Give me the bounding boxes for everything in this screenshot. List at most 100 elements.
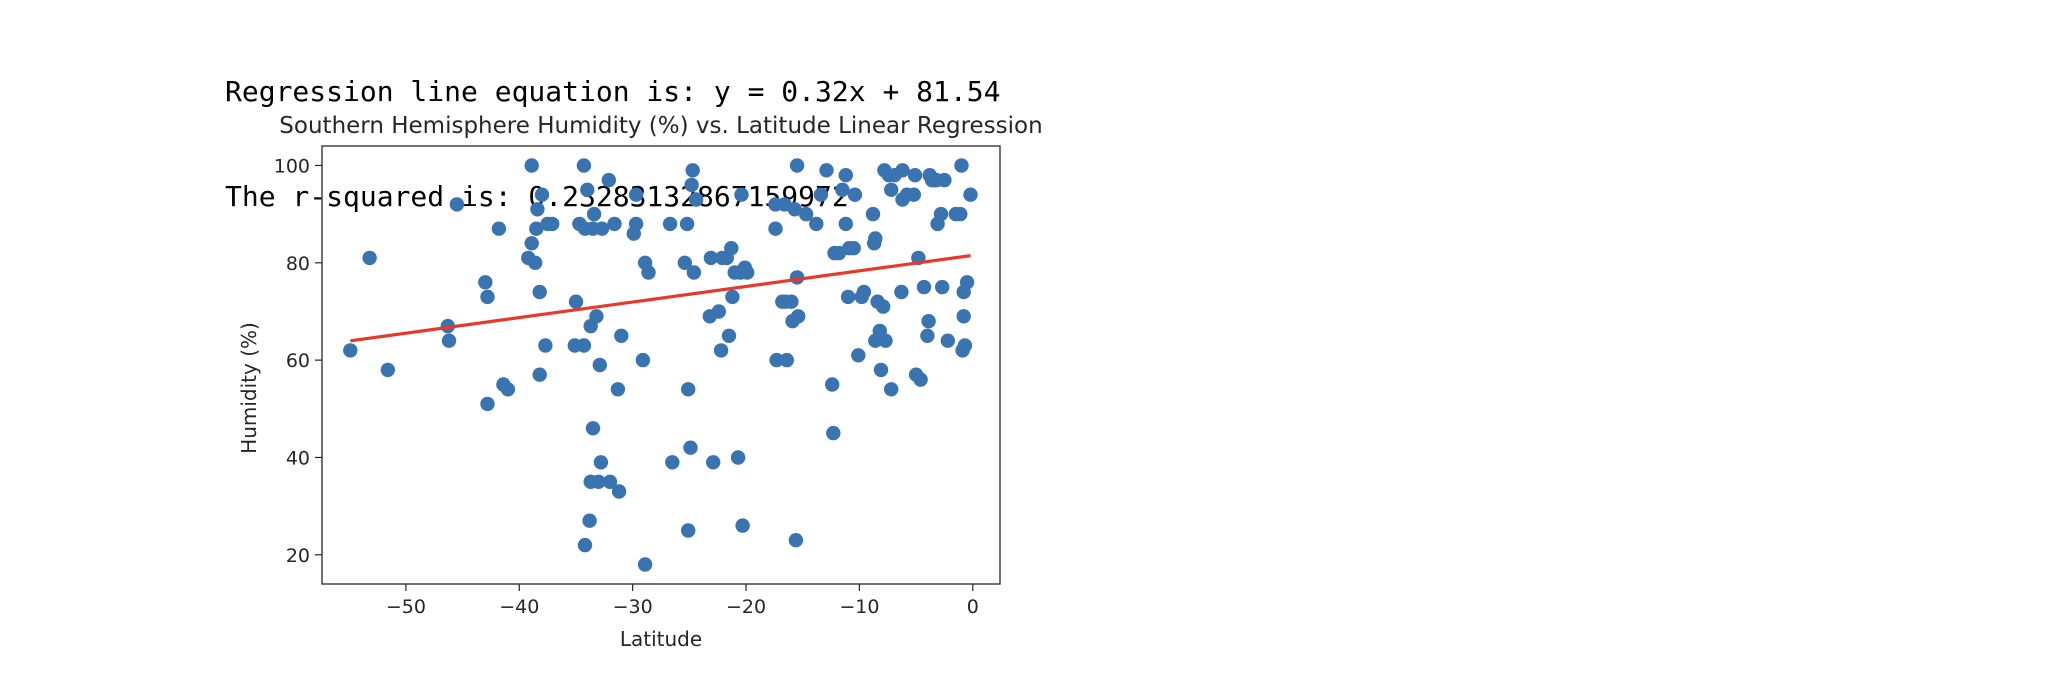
y-tick-label: 40 (286, 447, 310, 469)
data-point (809, 216, 824, 232)
data-point (906, 187, 921, 202)
data-point (894, 284, 909, 300)
data-point (635, 352, 651, 368)
data-point (846, 241, 861, 256)
data-point (589, 309, 604, 324)
data-point (500, 382, 516, 397)
data-point (524, 236, 539, 251)
data-point (538, 338, 553, 353)
data-point (683, 440, 698, 455)
data-point (628, 216, 644, 232)
data-point (380, 362, 395, 378)
data-point (491, 221, 507, 236)
data-point (825, 377, 840, 392)
x-tick-label: −40 (499, 596, 539, 618)
data-point (594, 221, 610, 236)
data-point (940, 333, 955, 348)
data-point (343, 343, 358, 358)
data-point (681, 523, 696, 538)
data-point (856, 284, 872, 300)
data-point (585, 421, 601, 436)
data-point (873, 362, 889, 378)
data-point (449, 197, 465, 212)
data-point (592, 357, 607, 373)
data-point (611, 484, 627, 499)
data-point (954, 158, 969, 173)
data-point (665, 455, 680, 470)
plot-frame (321, 145, 1001, 585)
data-point (813, 187, 829, 202)
data-point (534, 187, 550, 202)
data-point (591, 474, 606, 489)
data-point (582, 513, 597, 528)
x-tick-label: 0 (967, 596, 979, 618)
data-point (768, 221, 783, 236)
data-point (711, 304, 726, 319)
data-point (530, 202, 545, 217)
data-point (532, 284, 547, 300)
data-point (628, 187, 644, 202)
data-point (779, 352, 794, 368)
data-point (577, 537, 593, 553)
data-point (913, 372, 928, 387)
data-point (641, 265, 656, 280)
data-point (662, 216, 678, 232)
data-point (895, 163, 910, 178)
axis-ticks: −50 −40 −30 −20 −10 0 20 40 60 80 100 (274, 155, 979, 618)
data-point (959, 275, 975, 290)
data-point (789, 158, 805, 173)
data-point (847, 187, 863, 202)
x-tick-label: −10 (839, 596, 879, 618)
data-point (876, 299, 891, 314)
data-point (614, 328, 629, 343)
data-point (851, 348, 866, 363)
regression-equation-text: Regression line equation is: y = 0.32x +… (225, 75, 1001, 108)
data-point (957, 338, 973, 353)
data-point (601, 172, 616, 188)
regression-line (350, 254, 971, 343)
data-point (788, 533, 804, 548)
data-point (637, 557, 653, 572)
data-point (784, 294, 799, 309)
data-point (769, 352, 784, 368)
y-tick-label: 100 (274, 155, 310, 177)
data-point (684, 177, 699, 193)
data-point (576, 158, 592, 173)
data-point (791, 309, 806, 324)
data-point (528, 255, 543, 270)
data-point (706, 455, 721, 470)
data-point (480, 289, 495, 305)
data-point (868, 231, 883, 246)
cell-output: Regression line equation is: y = 0.32x +… (225, 4, 1000, 249)
data-point (878, 333, 893, 348)
data-point (725, 289, 740, 305)
scatter-chart: Southern Hemisphere Humidity (%) vs. Lat… (237, 113, 1043, 651)
data-point (963, 187, 978, 202)
chart-title: Southern Hemisphere Humidity (%) vs. Lat… (279, 113, 1042, 139)
data-point (734, 187, 749, 202)
x-tick-label: −20 (726, 596, 766, 618)
data-point (686, 265, 702, 280)
data-point (610, 382, 626, 397)
data-point (884, 182, 899, 197)
data-point (478, 275, 493, 290)
y-axis-label: Humidity (%) (237, 322, 261, 454)
data-point (953, 206, 968, 222)
data-point (362, 250, 377, 266)
data-point (865, 206, 881, 222)
data-point (713, 343, 729, 358)
data-point (787, 202, 802, 217)
data-point (933, 206, 949, 222)
y-tick-label: 80 (286, 253, 310, 275)
x-axis-label: Latitude (620, 627, 702, 651)
data-points (343, 158, 978, 572)
y-tick-label: 60 (286, 350, 310, 372)
data-point (724, 241, 739, 256)
data-point (937, 172, 952, 188)
data-point (677, 255, 692, 270)
data-point (835, 182, 850, 197)
data-point (607, 216, 622, 232)
data-point (838, 168, 853, 183)
data-point (920, 328, 935, 343)
data-point (884, 382, 899, 397)
